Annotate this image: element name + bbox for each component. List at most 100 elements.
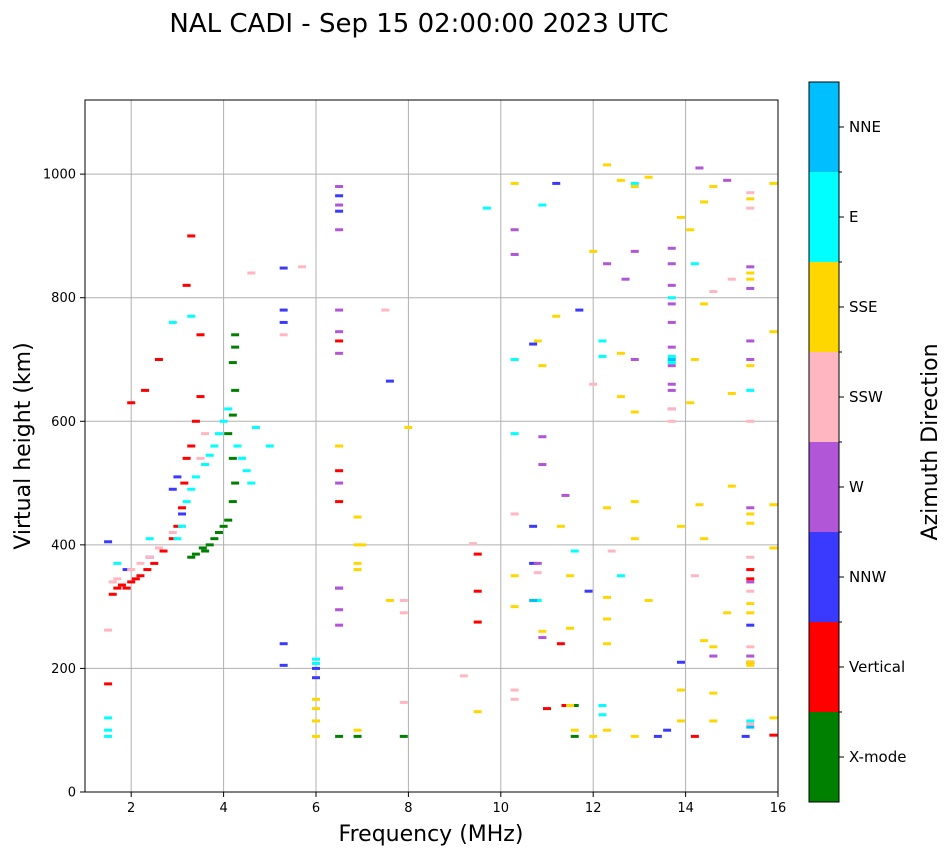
data-point bbox=[598, 354, 607, 358]
data-point bbox=[279, 308, 288, 312]
data-point bbox=[224, 407, 233, 411]
data-point bbox=[191, 419, 200, 423]
data-point bbox=[575, 308, 584, 312]
data-point bbox=[122, 586, 131, 590]
data-point bbox=[533, 571, 542, 575]
data-point bbox=[312, 734, 320, 738]
data-point bbox=[746, 568, 755, 572]
data-point bbox=[746, 512, 755, 516]
data-point bbox=[104, 728, 113, 732]
data-point bbox=[723, 178, 732, 182]
data-point bbox=[570, 549, 579, 553]
data-point bbox=[279, 663, 288, 667]
data-point bbox=[358, 543, 367, 547]
data-point bbox=[769, 733, 778, 737]
data-point bbox=[616, 178, 625, 182]
data-point bbox=[247, 271, 256, 275]
data-point bbox=[108, 580, 117, 584]
data-point bbox=[117, 583, 126, 587]
data-point bbox=[404, 425, 413, 429]
data-point bbox=[279, 642, 288, 646]
data-point bbox=[667, 382, 676, 386]
data-point bbox=[695, 503, 704, 507]
data-point bbox=[482, 206, 491, 210]
data-point bbox=[335, 209, 344, 213]
y-axis-label: Virtual height (km) bbox=[11, 342, 36, 549]
data-point bbox=[178, 524, 187, 528]
data-point bbox=[201, 549, 210, 553]
data-point bbox=[603, 262, 612, 266]
colorbar-label: NNE bbox=[849, 118, 881, 136]
data-point bbox=[143, 568, 152, 572]
data-point bbox=[607, 549, 616, 553]
data-point bbox=[473, 589, 482, 593]
data-point bbox=[335, 500, 344, 504]
data-point bbox=[630, 185, 639, 188]
colorbar-segment bbox=[809, 712, 839, 802]
x-tick-label: 14 bbox=[677, 801, 694, 816]
data-point bbox=[709, 719, 718, 723]
data-point bbox=[122, 568, 131, 572]
data-point bbox=[769, 503, 778, 507]
data-point bbox=[228, 500, 237, 504]
data-point bbox=[335, 185, 344, 188]
data-point bbox=[603, 617, 612, 621]
data-point bbox=[173, 524, 182, 528]
data-point bbox=[335, 469, 344, 473]
data-point bbox=[312, 719, 320, 723]
data-point bbox=[667, 361, 676, 365]
data-point bbox=[644, 598, 653, 602]
data-point bbox=[746, 577, 755, 581]
data-point bbox=[630, 358, 639, 361]
data-point bbox=[667, 364, 676, 368]
data-point bbox=[533, 561, 542, 565]
data-point bbox=[459, 674, 468, 678]
data-point bbox=[104, 682, 113, 686]
colorbar: X-mode Vertical NNW W SSW SSE E NNE bbox=[808, 81, 906, 803]
data-point bbox=[529, 561, 538, 565]
data-point bbox=[198, 546, 207, 550]
data-point bbox=[312, 707, 320, 711]
data-point bbox=[182, 456, 191, 460]
data-point bbox=[598, 339, 607, 343]
data-point bbox=[561, 704, 570, 707]
data-point bbox=[709, 185, 718, 188]
data-point bbox=[335, 203, 344, 207]
data-point bbox=[644, 175, 653, 179]
data-point bbox=[335, 228, 344, 232]
data-point bbox=[113, 577, 122, 581]
colorbar-label: W bbox=[849, 478, 864, 496]
data-point bbox=[598, 704, 607, 707]
data-point bbox=[746, 555, 755, 559]
y-tick-label: 0 bbox=[68, 786, 76, 801]
data-point bbox=[279, 266, 288, 270]
data-point bbox=[510, 432, 519, 436]
data-point bbox=[538, 364, 547, 368]
data-point bbox=[695, 166, 704, 170]
data-point bbox=[566, 704, 575, 707]
data-point bbox=[335, 734, 344, 738]
data-point bbox=[127, 401, 136, 405]
data-point bbox=[353, 515, 362, 519]
data-point bbox=[616, 395, 625, 399]
colorbar-label: Vertical bbox=[849, 658, 905, 676]
data-point bbox=[154, 358, 163, 361]
data-point bbox=[399, 611, 408, 615]
x-tick-label: 8 bbox=[404, 801, 412, 816]
data-point bbox=[312, 661, 320, 665]
series-e bbox=[104, 181, 755, 738]
data-point bbox=[616, 351, 625, 355]
data-point bbox=[746, 388, 755, 392]
data-point bbox=[690, 574, 699, 578]
data-point bbox=[224, 432, 233, 436]
data-point bbox=[279, 333, 288, 337]
data-point bbox=[700, 200, 709, 204]
data-point bbox=[676, 215, 685, 219]
data-point bbox=[108, 592, 117, 596]
x-tick-label: 12 bbox=[585, 801, 602, 816]
data-point bbox=[205, 453, 214, 457]
data-point bbox=[746, 611, 755, 615]
data-point bbox=[727, 484, 736, 488]
colorbar-frame bbox=[808, 81, 840, 803]
y-gridlines bbox=[85, 173, 778, 669]
